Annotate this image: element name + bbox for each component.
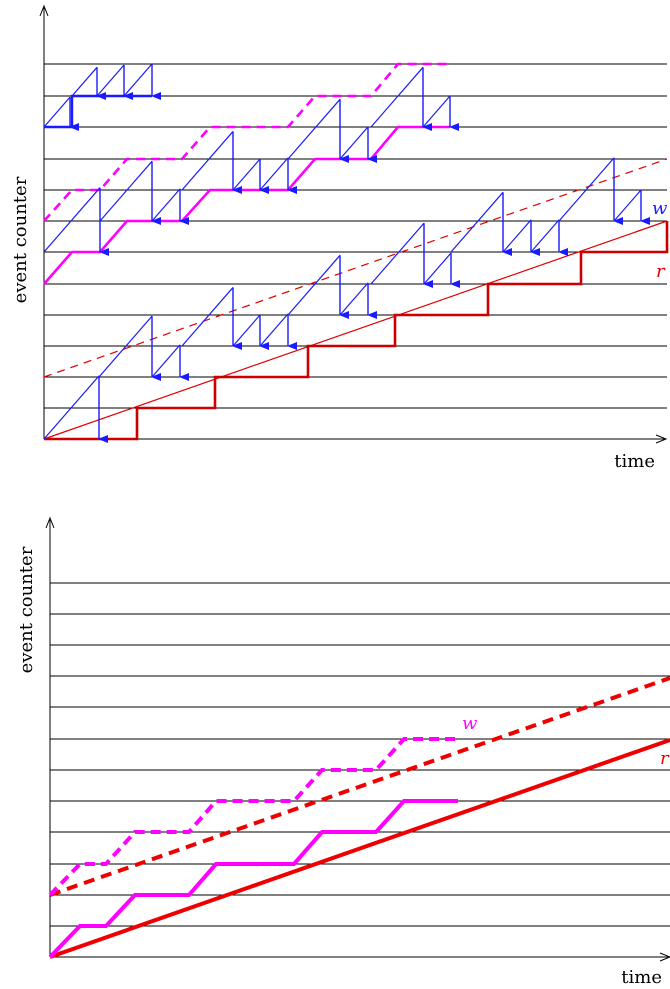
bottom-r-rate-line: [49, 738, 670, 959]
bottom-r-label: r: [660, 748, 670, 769]
top-w-magenta-solid: [43, 125, 450, 285]
sawtooth-rise: [232, 158, 261, 191]
top-r-staircase: [44, 221, 669, 441]
top-panel: event counter time w r: [10, 4, 669, 472]
bottom-x-axis-arrowhead: [659, 952, 670, 962]
sawtooth-rise: [123, 63, 153, 97]
sawtooth-rise: [232, 314, 261, 347]
sawtooth-rise: [181, 287, 234, 347]
sawtooth-rise: [96, 64, 125, 97]
sawtooth-rise: [423, 252, 452, 285]
sawtooth-rise: [530, 219, 560, 253]
sawtooth-rise: [43, 96, 71, 128]
sawtooth-rise: [71, 66, 98, 97]
sawtooth-rise: [613, 189, 642, 222]
bottom-panel: event counter time w r: [16, 516, 670, 988]
bottom-w-magenta-dashed: [48, 737, 458, 897]
sawtooth-rise: [43, 187, 101, 253]
sawtooth-rise: [151, 344, 181, 378]
sawtooth-rise: [339, 282, 369, 316]
top-w-blue-sawtooth: [43, 63, 650, 443]
bottom-x-axis-label: time: [621, 967, 662, 988]
sawtooth-rise: [339, 126, 369, 160]
top-r-rate-line: [43, 220, 668, 440]
sawtooth-rise: [287, 254, 341, 316]
bottom-y-axis-label: event counter: [16, 546, 37, 673]
top-x-axis-arrowhead: [655, 434, 668, 444]
bottom-y-axis-arrowhead: [45, 516, 55, 529]
top-w-label: w: [652, 198, 668, 219]
top-y-axis-label: event counter: [10, 176, 31, 303]
sawtooth-rise: [181, 131, 234, 191]
bottom-gridlines: [50, 582, 670, 927]
top-gridlines: [44, 63, 667, 409]
sawtooth-rise: [98, 315, 153, 378]
sawtooth-rise: [287, 98, 341, 160]
top-y-axis-arrowhead: [39, 4, 49, 17]
sawtooth-rise: [370, 222, 425, 285]
sawtooth-rise: [450, 191, 504, 253]
sawtooth-rise: [422, 95, 451, 128]
sawtooth-rise: [370, 66, 424, 128]
sawtooth-rise: [558, 157, 615, 222]
sawtooth-rise: [99, 160, 153, 222]
sawtooth-rise: [502, 219, 532, 253]
bottom-w-label: w: [462, 713, 478, 734]
sawtooth-rise: [259, 157, 289, 191]
top-x-axis-label: time: [614, 451, 655, 472]
bottom-r-dashed-line: [49, 676, 670, 897]
top-r-dashed-line: [43, 158, 668, 378]
bottom-w-magenta-solid: [48, 799, 458, 959]
sawtooth-rise: [259, 313, 289, 347]
sawtooth-rise: [43, 375, 100, 440]
sawtooth-rise: [151, 188, 181, 222]
top-w-magenta-dashed: [43, 62, 450, 222]
top-w-blue-staircase: [44, 94, 152, 129]
top-r-label: r: [656, 261, 666, 282]
